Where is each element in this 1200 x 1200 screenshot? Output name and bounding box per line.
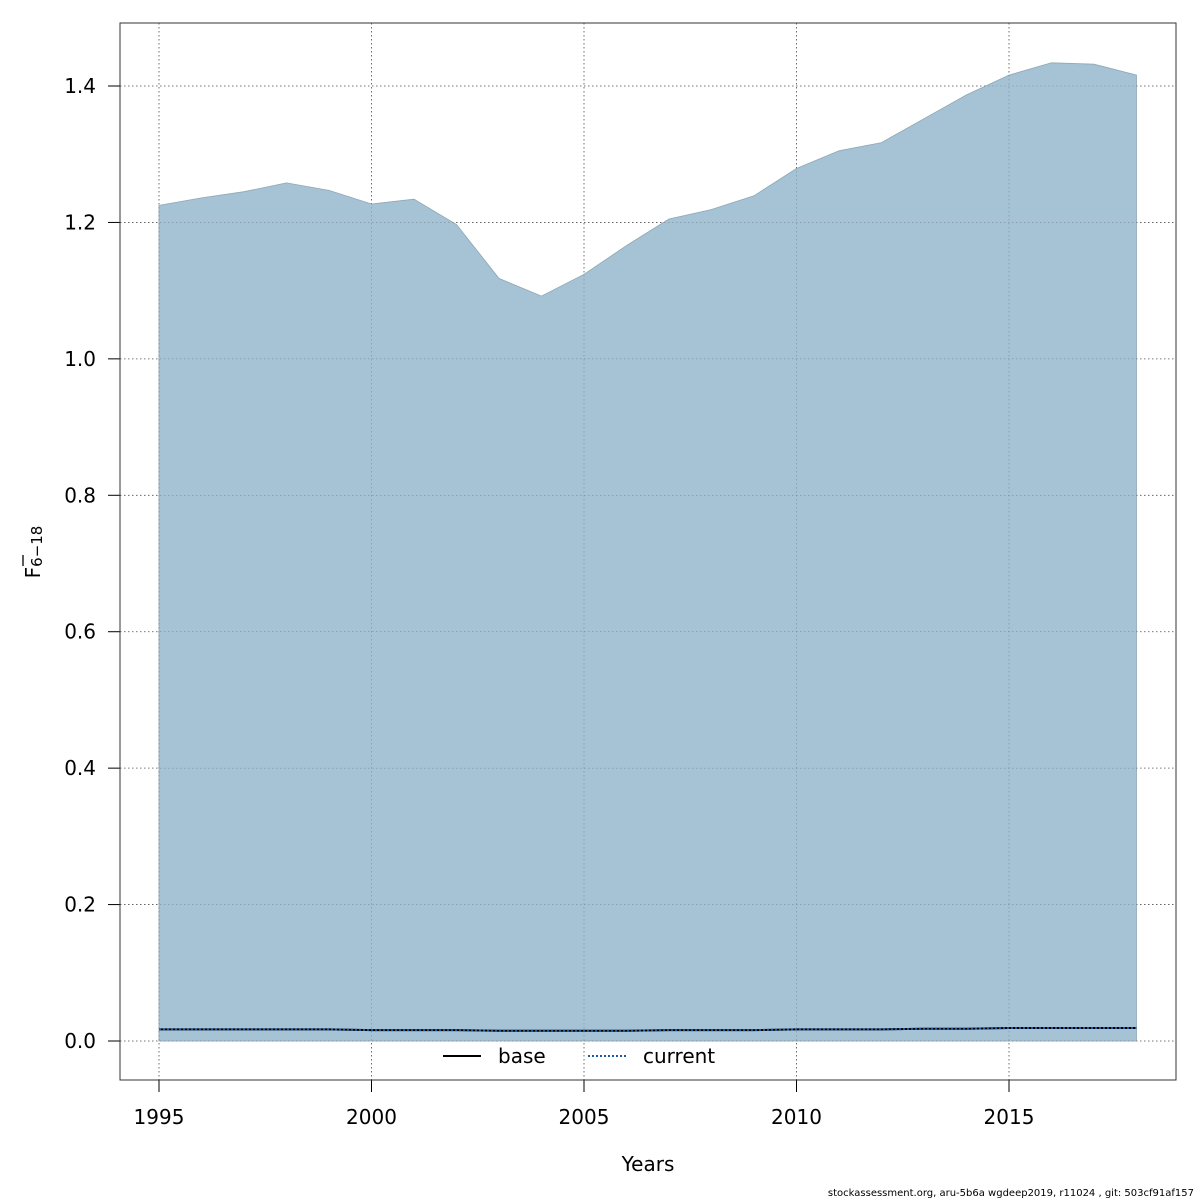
y-tick-label: 1.2: [64, 210, 96, 234]
axis-layer: 1995 2000 2005 2010 2015 0.0 0.2 0.4 0.6 0.8 1.0 1.…: [64, 74, 1034, 1129]
x-tick-label: 2000: [346, 1105, 397, 1129]
plot-frame: [119, 22, 1177, 1081]
y-axis-title-main: F: [21, 567, 45, 579]
y-tick-label: 0.6: [64, 620, 96, 644]
x-axis-title: Years: [621, 1152, 675, 1176]
y-axis-title: F6−18: [21, 526, 46, 579]
svg-text:F6−18: F6−18: [21, 526, 46, 579]
footer-note: stockassessment.org, aru-5b6a wgdeep2019…: [827, 1188, 1194, 1199]
y-tick-label: 1.4: [64, 74, 96, 98]
legend-label-base: base: [498, 1044, 546, 1068]
x-tick-label: 1995: [134, 1105, 185, 1129]
x-tick-label: 2005: [559, 1105, 610, 1129]
y-tick-label: 0.4: [64, 756, 96, 780]
grid-overlay-layer: [120, 23, 1176, 1080]
y-tick-label: 1.0: [64, 347, 96, 371]
series-layer: [159, 1027, 1137, 1032]
y-tick-label: 0.8: [64, 483, 96, 507]
legend: base current: [443, 1044, 715, 1068]
confidence-band-layer: [158, 62, 1137, 1042]
series-line-current: [159, 1027, 1137, 1032]
x-tick-label: 2015: [984, 1105, 1035, 1129]
y-axis-title-sub: 6−18: [28, 526, 46, 567]
legend-label-current: current: [643, 1044, 715, 1068]
y-tick-label: 0.0: [64, 1029, 96, 1053]
x-tick-label: 2010: [771, 1105, 822, 1129]
confidence-band: [158, 62, 1137, 1042]
y-tick-label: 0.2: [64, 893, 96, 917]
